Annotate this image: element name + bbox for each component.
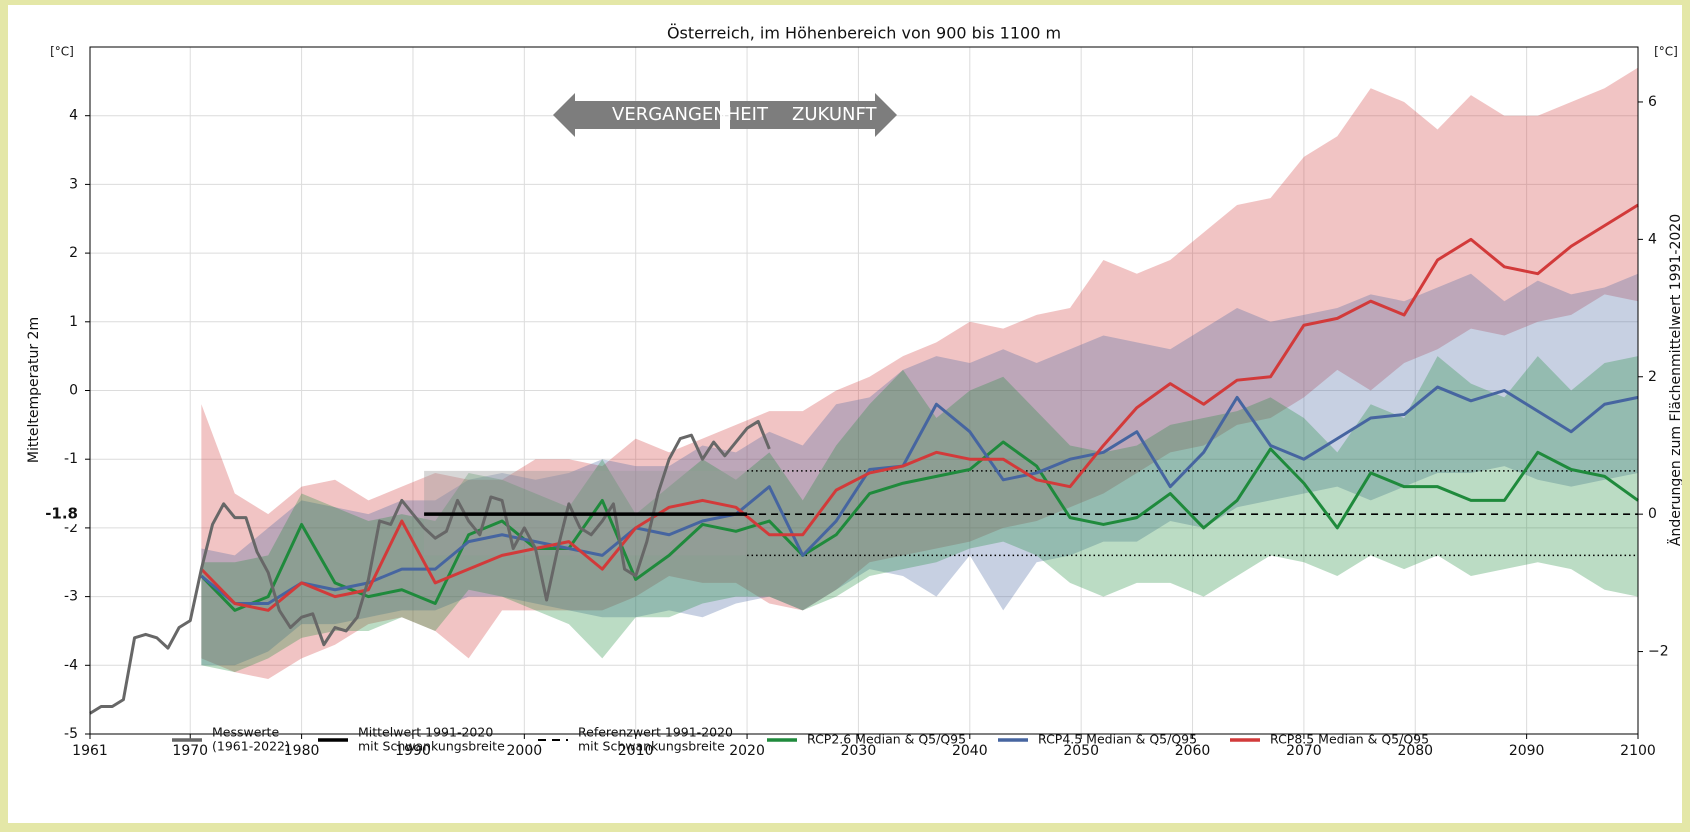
plot-frame bbox=[89, 46, 1639, 735]
x-tick-label: 1990 bbox=[395, 743, 431, 759]
x-tick-label: 1980 bbox=[284, 743, 320, 759]
legend-label: mit Schwankungsbreite bbox=[578, 739, 725, 754]
x-tick-label: 2070 bbox=[1286, 743, 1322, 759]
y-tick-label: 4 bbox=[69, 108, 78, 124]
legend-entry: RCP2.6 Median & Q5/Q95 bbox=[767, 732, 966, 747]
chart: Österreich, im Höhenbereich von 900 bis … bbox=[8, 5, 1682, 823]
x-tick-label: 2060 bbox=[1175, 743, 1211, 759]
legend-entry: RCP4.5 Median & Q5/Q95 bbox=[998, 732, 1197, 747]
legend-label: mit Schwankungsbreite bbox=[358, 739, 505, 754]
y2-axis-label: Änderungen zum Flächenmittelwert 1991-20… bbox=[1666, 214, 1682, 546]
legend-label: RCP8.5 Median & Q5/Q95 bbox=[1270, 732, 1429, 747]
x-tick-label: 2050 bbox=[1063, 743, 1099, 759]
y-tick-label: 3 bbox=[69, 176, 78, 192]
q5-q95-band bbox=[201, 273, 1638, 666]
observed-line bbox=[89, 419, 771, 715]
x-tick-label: 2090 bbox=[1509, 743, 1545, 759]
legend-entry: Messwerte(1961-2022) bbox=[172, 725, 290, 754]
y2-tick-label: 6 bbox=[1648, 94, 1657, 110]
past-arrow bbox=[553, 93, 720, 137]
legend-label: Mittelwert 1991-2020 bbox=[358, 725, 493, 740]
x-tick-label: 2040 bbox=[952, 743, 988, 759]
past-label: VERGANGENHEIT bbox=[612, 104, 769, 125]
q5-q95-band bbox=[201, 67, 1638, 680]
y2-unit: [°C] bbox=[1654, 45, 1678, 59]
legend-label: Messwerte bbox=[212, 725, 279, 740]
x-tick-label: 2010 bbox=[618, 743, 654, 759]
legend-label: Referenzwert 1991-2020 bbox=[578, 725, 733, 740]
legend-label: RCP4.5 Median & Q5/Q95 bbox=[1038, 732, 1197, 747]
y-tick-label: -5 bbox=[64, 726, 78, 742]
x-tick-label: 2100 bbox=[1620, 743, 1656, 759]
x-tick-label: 2030 bbox=[841, 743, 877, 759]
period-arrows: VERGANGENHEIT ZUKUNFT bbox=[553, 93, 897, 137]
chart-title: Österreich, im Höhenbereich von 900 bis … bbox=[667, 24, 1061, 43]
y-axis-label: Mitteltemperatur 2m bbox=[26, 317, 42, 463]
median-line bbox=[200, 203, 1639, 612]
y-tick-label: 0 bbox=[69, 383, 78, 399]
y-tick-label: -3 bbox=[64, 589, 78, 605]
y2-tick-label: 4 bbox=[1648, 231, 1657, 247]
future-arrow bbox=[730, 93, 897, 137]
x-tick-label: 1961 bbox=[72, 743, 108, 759]
future-label: ZUKUNFT bbox=[792, 104, 878, 125]
y-tick-label: 2 bbox=[69, 245, 78, 261]
y2-tick-label: 2 bbox=[1648, 369, 1657, 385]
y-tick-label: 1 bbox=[69, 314, 78, 330]
value-label-bg bbox=[38, 504, 83, 525]
median-line bbox=[200, 385, 1639, 605]
x-tick-label: 2020 bbox=[729, 743, 765, 759]
y2-tick-label: 0 bbox=[1648, 506, 1657, 522]
x-tick-label: 2080 bbox=[1397, 743, 1433, 759]
legend-label: (1961-2022) bbox=[212, 739, 290, 754]
legend-entry: RCP8.5 Median & Q5/Q95 bbox=[1230, 732, 1429, 747]
y-unit: [°C] bbox=[50, 45, 74, 59]
legend-label: RCP2.6 Median & Q5/Q95 bbox=[807, 732, 966, 747]
y-tick-label: -1 bbox=[64, 451, 78, 467]
median-line bbox=[200, 440, 1639, 612]
y-tick-label: -4 bbox=[64, 657, 78, 673]
mean-value-label: -1.8 bbox=[45, 505, 78, 523]
y2-tick-label: −2 bbox=[1648, 644, 1669, 660]
x-tick-label: 2000 bbox=[507, 743, 543, 759]
x-tick-label: 1970 bbox=[172, 743, 208, 759]
